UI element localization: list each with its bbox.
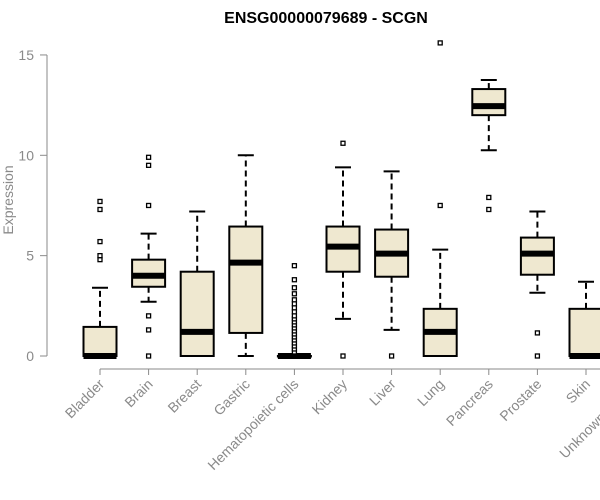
box-group-breast: [179, 210, 215, 357]
outlier-brain-0: [145, 353, 152, 359]
box-pancreas: [471, 88, 507, 117]
outlier-brain-2: [145, 313, 152, 319]
box-group-brain: [131, 154, 167, 359]
outlier-brain-1: [145, 327, 152, 333]
outlier-pancreas-1: [486, 194, 492, 201]
outlier-hematopoietic-cells-18: [291, 285, 298, 291]
x-tick-label-brain: Brain: [121, 376, 155, 410]
outlier-bladder-1: [97, 252, 103, 259]
outlier-hematopoietic-cells-16: [291, 297, 298, 303]
box-group-gastric: [228, 154, 264, 357]
outlier-pancreas-0: [486, 206, 492, 213]
outlier-lung-0: [437, 202, 443, 209]
box-skin: [568, 307, 600, 358]
y-tick-label-0: 0: [26, 348, 34, 364]
box-group-skin: [568, 280, 600, 359]
box-group-lung: [422, 40, 458, 358]
y-axis: 0 5 10 15: [18, 47, 48, 364]
x-tick-label-hematopoietic-cells: Hematopoietic cells: [204, 376, 301, 473]
outlier-bladder-2: [97, 238, 103, 245]
x-tick-label-prostate: Prostate: [496, 376, 544, 424]
outlier-prostate-1: [534, 330, 541, 336]
box-group-pancreas: [471, 79, 507, 213]
outlier-hematopoietic-cells-17: [291, 291, 298, 297]
outlier-prostate-0: [534, 353, 541, 359]
box-gastric: [228, 225, 264, 334]
y-tick-label-10: 10: [18, 147, 34, 163]
plot-area: [82, 40, 600, 359]
outlier-hematopoietic-cells-19: [291, 277, 298, 283]
x-tick-label-breast: Breast: [164, 376, 204, 416]
outlier-kidney-1: [340, 140, 346, 146]
chart-title: ENSG00000079689 - SCGN: [224, 10, 428, 27]
box-bladder: [82, 325, 118, 357]
box-group-kidney: [325, 140, 361, 359]
box-group-hematopoietic-cells: [276, 263, 312, 359]
x-tick-label-bladder: Bladder: [62, 376, 108, 422]
y-tick-label-15: 15: [18, 47, 34, 63]
y-tick-label-5: 5: [26, 248, 34, 264]
outlier-bladder-3: [97, 206, 103, 213]
box-group-liver: [374, 170, 410, 359]
box-group-prostate: [519, 210, 555, 359]
outlier-kidney-0: [340, 353, 346, 359]
outlier-liver-0: [388, 353, 395, 359]
x-tick-label-liver: Liver: [366, 376, 399, 409]
outlier-bladder-4: [97, 198, 103, 205]
y-axis-label: Expression: [0, 165, 16, 234]
x-tick-label-skin: Skin: [563, 376, 594, 407]
outlier-brain-3: [145, 202, 152, 209]
outlier-brain-5: [145, 154, 152, 160]
outlier-hematopoietic-cells-20: [291, 263, 298, 269]
box-breast: [179, 270, 215, 357]
x-tick-label-gastric: Gastric: [210, 376, 253, 419]
x-tick-label-kidney: Kidney: [309, 376, 351, 418]
x-tick-label-lung: Lung: [414, 376, 447, 409]
x-tick-label-pancreas: Pancreas: [443, 376, 496, 429]
outlier-lung-1: [437, 40, 443, 46]
box-group-bladder: [82, 198, 118, 359]
outlier-brain-4: [145, 162, 152, 168]
